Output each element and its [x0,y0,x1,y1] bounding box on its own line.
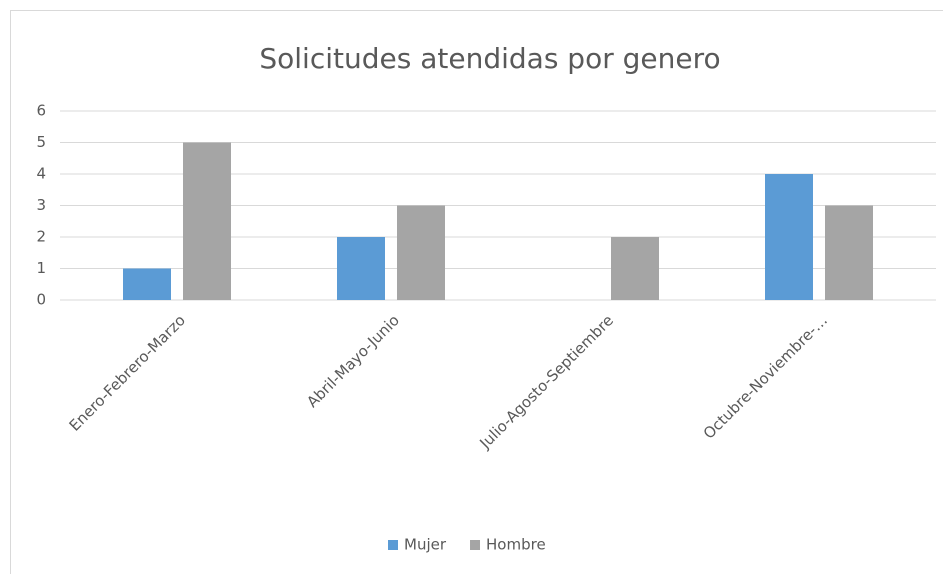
legend-label: Mujer [404,536,447,554]
legend-swatch [388,540,398,550]
bar [825,205,873,300]
y-tick-label: 5 [36,133,46,151]
bar [611,237,659,300]
legend-label: Hombre [486,536,546,554]
y-tick-label: 0 [36,291,46,309]
y-tick-label: 1 [36,259,46,277]
y-tick-label: 2 [36,228,46,246]
bar [337,237,385,300]
bar [397,205,445,300]
bar [183,142,231,300]
chart-title: Solicitudes atendidas por genero [259,42,720,75]
legend-swatch [470,540,481,550]
y-tick-label: 4 [36,165,46,183]
bar [123,268,171,300]
y-tick-label: 6 [36,102,46,120]
y-tick-label: 3 [36,196,46,214]
bar [765,174,813,300]
